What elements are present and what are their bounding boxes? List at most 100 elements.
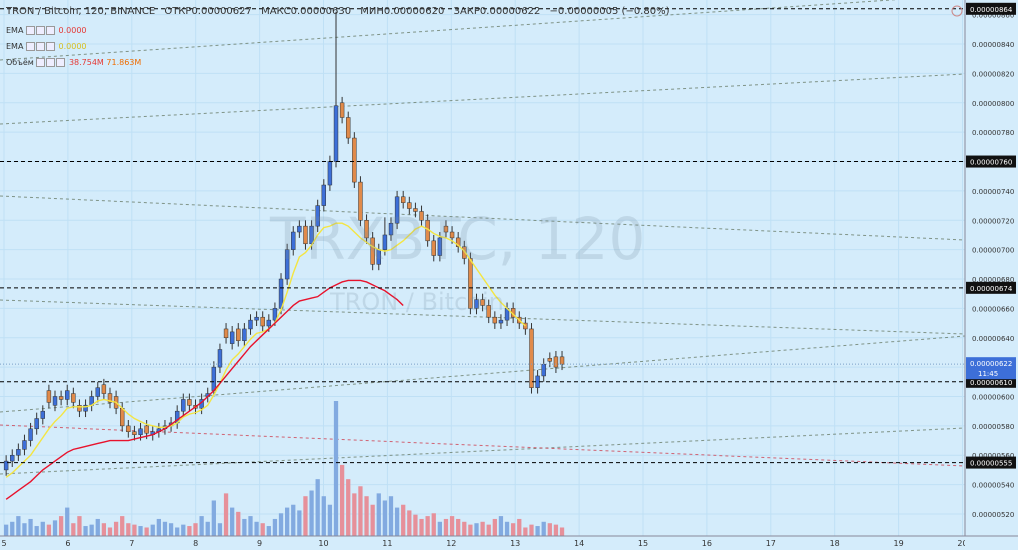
symbol-title[interactable]: TRON / Bitcoin, 120, BINANCE bbox=[6, 6, 156, 17]
price-tick-label: 0.00000800 bbox=[972, 100, 1014, 108]
volume-bar bbox=[254, 521, 259, 536]
candle-body bbox=[229, 331, 235, 344]
volume-bar bbox=[77, 516, 82, 536]
price-tick-label: 0.00000560 bbox=[972, 452, 1014, 460]
time-tick-label: 8 bbox=[193, 539, 198, 548]
volume-bar bbox=[547, 523, 552, 536]
trend-line bbox=[0, 73, 966, 125]
volume-bar bbox=[504, 521, 510, 536]
volume-bar bbox=[162, 521, 168, 536]
settings-icon[interactable] bbox=[36, 58, 46, 67]
trend-line bbox=[0, 335, 966, 413]
candle-body bbox=[333, 105, 339, 162]
volume-bar bbox=[535, 526, 540, 536]
candle-body bbox=[242, 328, 247, 341]
eye-icon[interactable] bbox=[35, 42, 45, 51]
volume-bar bbox=[205, 521, 210, 536]
legend-volume[interactable]: Объём 38.754M 71.863M bbox=[6, 58, 141, 67]
time-tick-label: 11 bbox=[382, 539, 392, 548]
volume-bar bbox=[4, 524, 9, 536]
last-price-tag bbox=[966, 357, 1016, 380]
volume-bar bbox=[46, 524, 52, 536]
time-tick-label: 14 bbox=[574, 539, 584, 548]
volume-bar bbox=[217, 523, 223, 536]
volume-bar bbox=[425, 516, 430, 536]
volume-bar bbox=[193, 523, 198, 536]
candle-body bbox=[339, 102, 345, 118]
settings-icon[interactable] bbox=[25, 26, 35, 35]
price-tick-label: 0.00000820 bbox=[972, 70, 1014, 78]
legend-ema-2[interactable]: EMA 0.0000 bbox=[6, 42, 87, 51]
volume-bar bbox=[278, 513, 284, 536]
volume-bar bbox=[529, 524, 534, 536]
eye-icon[interactable] bbox=[46, 58, 56, 67]
volume-bar bbox=[511, 523, 516, 536]
trend-line bbox=[0, 424, 966, 467]
candle-body bbox=[284, 249, 290, 280]
candle-body bbox=[181, 399, 186, 412]
volume-bar bbox=[52, 520, 58, 536]
candle-body bbox=[138, 428, 143, 435]
candle-body bbox=[187, 399, 192, 406]
price-tick-label: 0.00000540 bbox=[972, 482, 1014, 490]
time-tick-label: 10 bbox=[318, 539, 328, 548]
candle-body bbox=[327, 161, 333, 186]
price-tick-label: 0.00000660 bbox=[972, 305, 1014, 313]
time-tick-label: 18 bbox=[830, 539, 840, 548]
close-icon[interactable] bbox=[45, 26, 55, 35]
volume-bar bbox=[22, 523, 27, 536]
candle-body bbox=[297, 225, 302, 233]
ema-fast-line bbox=[5, 222, 526, 478]
volume-bar bbox=[339, 464, 345, 536]
volume-bar bbox=[230, 507, 235, 536]
volume-bar bbox=[303, 496, 308, 536]
candle-body bbox=[364, 220, 369, 239]
candle-body bbox=[217, 349, 223, 368]
candle-body bbox=[449, 231, 455, 239]
candle-body bbox=[352, 137, 357, 183]
price-level-tag-text: 0.00000674 bbox=[970, 285, 1013, 293]
candle-body bbox=[58, 396, 64, 400]
candle-body bbox=[559, 356, 565, 365]
legend-volume-value-2: 71.863M bbox=[106, 58, 142, 67]
candle-body bbox=[16, 449, 21, 456]
legend-ema-1-label: EMA bbox=[6, 26, 24, 35]
eye-icon[interactable] bbox=[35, 26, 45, 35]
candle-body bbox=[291, 231, 296, 250]
candle-body bbox=[468, 258, 473, 309]
volume-bar bbox=[291, 504, 296, 536]
volume-bar bbox=[480, 521, 485, 536]
candle-body bbox=[358, 181, 363, 221]
last-price-value: 0.00000622 bbox=[970, 360, 1012, 368]
volume-bar bbox=[541, 521, 546, 536]
volume-bar bbox=[468, 524, 473, 536]
close-icon[interactable] bbox=[45, 42, 55, 51]
candle-body bbox=[107, 393, 113, 403]
candle-body bbox=[119, 407, 125, 427]
settings-icon[interactable] bbox=[25, 42, 35, 51]
close-icon[interactable] bbox=[56, 58, 66, 67]
volume-bar bbox=[394, 507, 400, 536]
volume-bar bbox=[236, 511, 241, 536]
low-value: МИН0.00000620 bbox=[360, 6, 445, 17]
alert-icon[interactable] bbox=[951, 5, 963, 17]
watermark-symbol: TRXBTC, 120 bbox=[270, 205, 646, 273]
volume-bar bbox=[40, 521, 45, 536]
candle-body bbox=[462, 246, 467, 259]
volume-bar bbox=[28, 518, 33, 536]
volume-bar bbox=[443, 518, 449, 536]
volume-bar bbox=[401, 504, 406, 536]
volume-bar bbox=[83, 526, 88, 536]
candle-body bbox=[480, 299, 485, 306]
price-level-tag bbox=[966, 2, 1016, 15]
candle-body bbox=[370, 237, 375, 265]
volume-bar bbox=[498, 516, 504, 536]
volume-bar bbox=[559, 527, 565, 536]
volume-bar bbox=[181, 524, 186, 536]
candle-body bbox=[431, 240, 436, 256]
legend-ema-1[interactable]: EMA 0.0000 bbox=[6, 26, 87, 35]
candle-body bbox=[309, 225, 314, 245]
volume-bar bbox=[346, 479, 351, 536]
volume-bar bbox=[474, 523, 479, 536]
